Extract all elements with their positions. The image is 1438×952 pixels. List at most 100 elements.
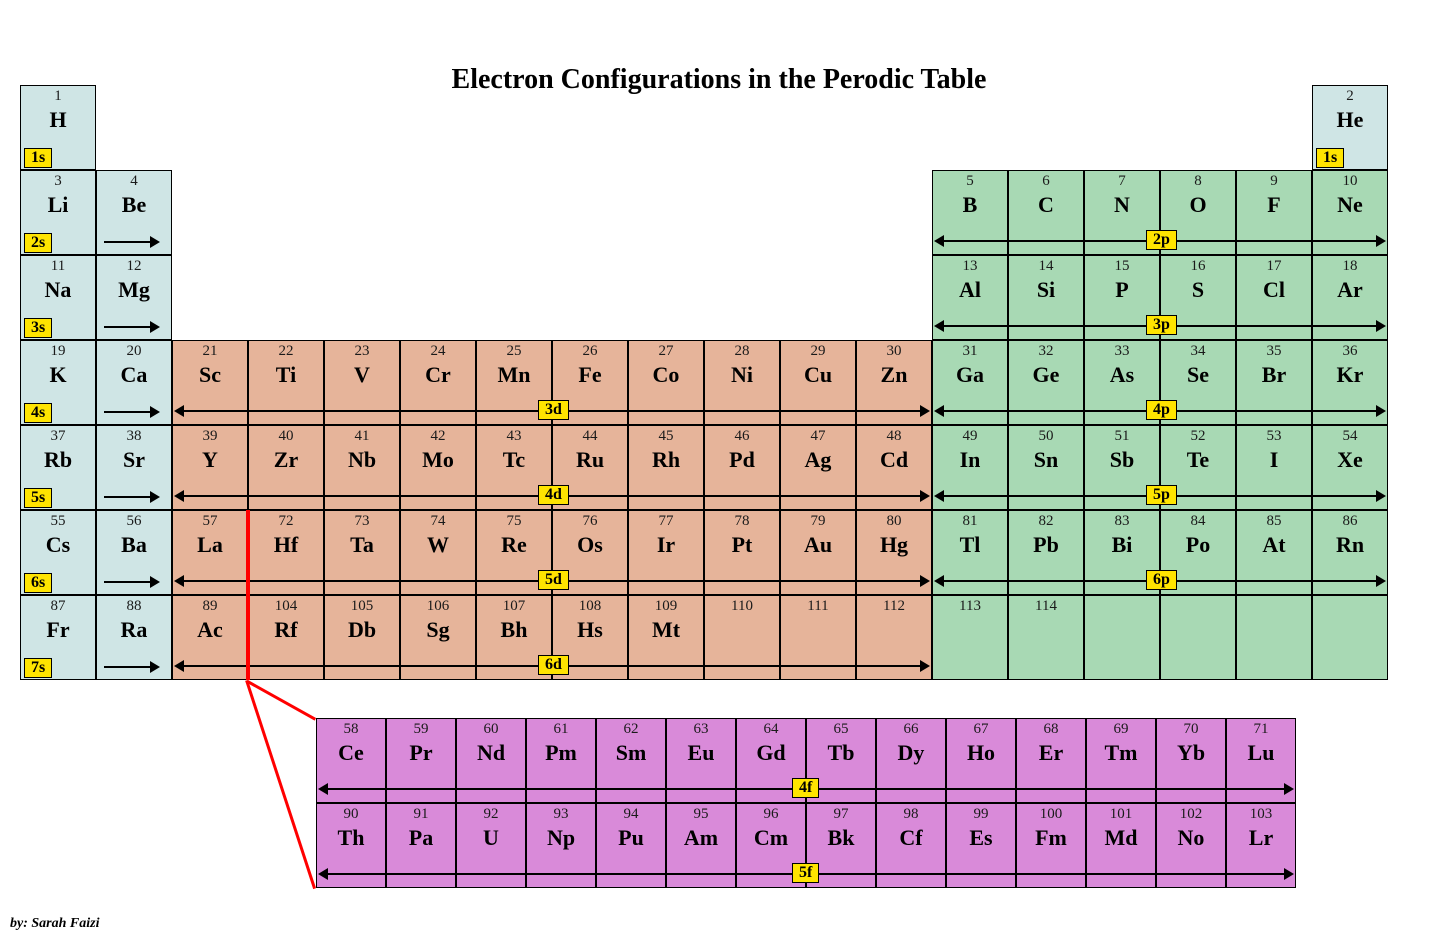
atomic-number: 1 (21, 88, 95, 105)
element-symbol: Pd (705, 447, 779, 473)
atomic-number: 77 (629, 513, 703, 530)
element-cell: 95Am (666, 803, 736, 888)
atomic-number: 57 (173, 513, 247, 530)
atomic-number: 55 (21, 513, 95, 530)
element-cell: 91Pa (386, 803, 456, 888)
atomic-number: 39 (173, 428, 247, 445)
atomic-number: 106 (401, 598, 475, 615)
s-block-arrow (104, 666, 150, 668)
atomic-number: 38 (97, 428, 171, 445)
element-symbol: Se (1161, 362, 1235, 388)
element-symbol: Ho (947, 740, 1015, 766)
element-symbol: Li (21, 192, 95, 218)
atomic-number: 79 (781, 513, 855, 530)
atomic-number: 93 (527, 806, 595, 823)
element-symbol: Mn (477, 362, 551, 388)
element-symbol: Dy (877, 740, 945, 766)
arrow-left-icon (934, 235, 944, 247)
atomic-number: 105 (325, 598, 399, 615)
orbital-label: 1s (1316, 148, 1344, 168)
arrow-right-icon (920, 490, 930, 502)
atomic-number: 12 (97, 258, 171, 275)
element-cell: 72Hf (248, 510, 324, 595)
atomic-number: 61 (527, 721, 595, 738)
element-symbol: Np (527, 825, 595, 851)
arrow-right-icon (920, 575, 930, 587)
atomic-number: 64 (737, 721, 805, 738)
element-symbol: Eu (667, 740, 735, 766)
element-cell: 24Cr (400, 340, 476, 425)
element-symbol: Md (1087, 825, 1155, 851)
element-cell: 99Es (946, 803, 1016, 888)
orbital-label: 2s (24, 233, 52, 253)
element-symbol: Os (553, 532, 627, 558)
element-cell: 66 Dy (876, 718, 946, 803)
atomic-number: 19 (21, 343, 95, 360)
element-symbol: Re (477, 532, 551, 558)
s-block-arrow (104, 496, 150, 498)
atomic-number: 27 (629, 343, 703, 360)
arrow-right-icon (150, 236, 160, 248)
atomic-number: 107 (477, 598, 551, 615)
element-symbol: Ca (97, 362, 171, 388)
element-symbol: Ac (173, 617, 247, 643)
element-symbol: Tm (1087, 740, 1155, 766)
atomic-number: 33 (1085, 343, 1159, 360)
element-cell: 46Pd (704, 425, 780, 510)
arrow-right-icon (150, 576, 160, 588)
element-symbol: La (173, 532, 247, 558)
element-cell: 106 Sg (400, 595, 476, 680)
atomic-number: 95 (667, 806, 735, 823)
orbital-label: 6d (538, 655, 569, 675)
atomic-number: 84 (1161, 513, 1235, 530)
arrow-left-icon (934, 405, 944, 417)
atomic-number: 59 (387, 721, 455, 738)
atomic-number: 37 (21, 428, 95, 445)
atomic-number: 97 (807, 806, 875, 823)
element-cell: 85At (1236, 510, 1312, 595)
element-cell: 94Pu (596, 803, 666, 888)
atomic-number: 21 (173, 343, 247, 360)
orbital-label: 2p (1146, 230, 1177, 250)
atomic-number: 82 (1009, 513, 1083, 530)
element-cell: 68Er (1016, 718, 1086, 803)
element-symbol: Sg (401, 617, 475, 643)
atomic-number: 66 (877, 721, 945, 738)
element-symbol: Si (1009, 277, 1083, 303)
atomic-number: 76 (553, 513, 627, 530)
atomic-number: 26 (553, 343, 627, 360)
element-cell (1084, 595, 1160, 680)
atomic-number: 15 (1085, 258, 1159, 275)
atomic-number: 75 (477, 513, 551, 530)
element-symbol: Th (317, 825, 385, 851)
element-symbol: Pa (387, 825, 455, 851)
element-cell: 92U (456, 803, 526, 888)
element-symbol: Nb (325, 447, 399, 473)
arrow-left-icon (174, 490, 184, 502)
atomic-number: 108 (553, 598, 627, 615)
element-cell: 101Md (1086, 803, 1156, 888)
atomic-number: 35 (1237, 343, 1311, 360)
atomic-number: 85 (1237, 513, 1311, 530)
orbital-label: 6s (24, 573, 52, 593)
atomic-number: 22 (249, 343, 323, 360)
element-cell: 93 Np (526, 803, 596, 888)
element-symbol: Hg (857, 532, 931, 558)
atomic-number: 42 (401, 428, 475, 445)
atomic-number: 63 (667, 721, 735, 738)
arrow-right-icon (1376, 490, 1386, 502)
atomic-number: 11 (21, 258, 95, 275)
element-cell: 41Nb (324, 425, 400, 510)
element-cell: 53I (1236, 425, 1312, 510)
atomic-number: 78 (705, 513, 779, 530)
element-cell: 9F (1236, 170, 1312, 255)
element-symbol: Bh (477, 617, 551, 643)
atomic-number: 88 (97, 598, 171, 615)
arrow-left-icon (934, 575, 944, 587)
element-cell: 82Pb (1008, 510, 1084, 595)
element-symbol: Rh (629, 447, 703, 473)
arrow-right-icon (1376, 575, 1386, 587)
element-symbol: Po (1161, 532, 1235, 558)
element-symbol: Tc (477, 447, 551, 473)
element-cell: 63 Eu (666, 718, 736, 803)
